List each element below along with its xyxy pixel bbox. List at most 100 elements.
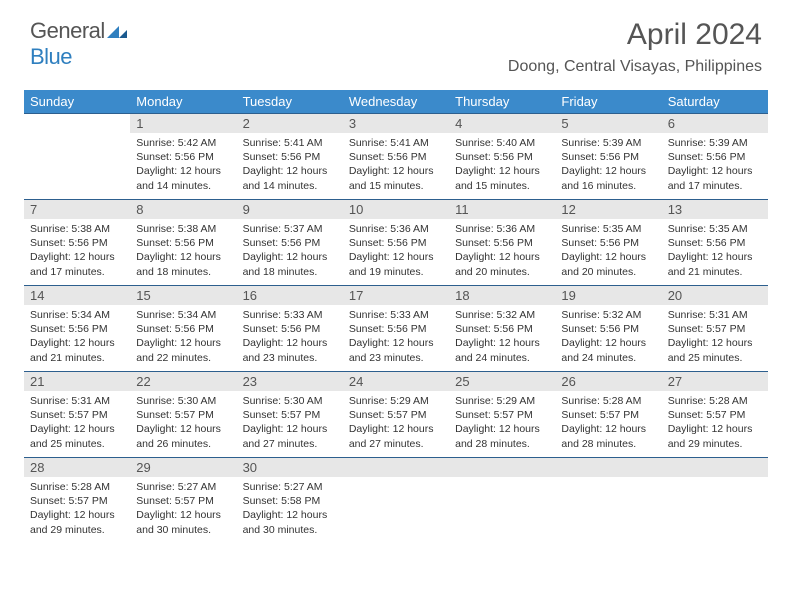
calendar-cell bbox=[24, 114, 130, 200]
day-details: Sunrise: 5:36 AMSunset: 5:56 PMDaylight:… bbox=[449, 219, 555, 283]
daylight-line: Daylight: 12 hours and 25 minutes. bbox=[30, 422, 124, 450]
sunrise-line: Sunrise: 5:33 AM bbox=[243, 308, 337, 322]
calendar-head: SundayMondayTuesdayWednesdayThursdayFrid… bbox=[24, 90, 768, 114]
day-details: Sunrise: 5:37 AMSunset: 5:56 PMDaylight:… bbox=[237, 219, 343, 283]
sunset-line: Sunset: 5:56 PM bbox=[455, 236, 549, 250]
calendar-cell: 18Sunrise: 5:32 AMSunset: 5:56 PMDayligh… bbox=[449, 286, 555, 372]
calendar-cell: 16Sunrise: 5:33 AMSunset: 5:56 PMDayligh… bbox=[237, 286, 343, 372]
day-number: 19 bbox=[555, 286, 661, 305]
calendar-cell: 13Sunrise: 5:35 AMSunset: 5:56 PMDayligh… bbox=[662, 200, 768, 286]
daylight-line: Daylight: 12 hours and 16 minutes. bbox=[561, 164, 655, 192]
day-number: 22 bbox=[130, 372, 236, 391]
calendar-cell: 30Sunrise: 5:27 AMSunset: 5:58 PMDayligh… bbox=[237, 458, 343, 544]
sunrise-line: Sunrise: 5:28 AM bbox=[30, 480, 124, 494]
calendar-cell: 26Sunrise: 5:28 AMSunset: 5:57 PMDayligh… bbox=[555, 372, 661, 458]
daylight-line: Daylight: 12 hours and 22 minutes. bbox=[136, 336, 230, 364]
day-number-blank bbox=[555, 458, 661, 477]
day-number: 24 bbox=[343, 372, 449, 391]
day-details: Sunrise: 5:30 AMSunset: 5:57 PMDaylight:… bbox=[237, 391, 343, 455]
daylight-line: Daylight: 12 hours and 20 minutes. bbox=[561, 250, 655, 278]
daylight-line: Daylight: 12 hours and 21 minutes. bbox=[30, 336, 124, 364]
daylight-line: Daylight: 12 hours and 14 minutes. bbox=[243, 164, 337, 192]
sunrise-line: Sunrise: 5:35 AM bbox=[668, 222, 762, 236]
location-text: Doong, Central Visayas, Philippines bbox=[508, 58, 762, 76]
weekday-header: Monday bbox=[130, 90, 236, 114]
sunrise-line: Sunrise: 5:31 AM bbox=[30, 394, 124, 408]
sunrise-line: Sunrise: 5:41 AM bbox=[243, 136, 337, 150]
daylight-line: Daylight: 12 hours and 23 minutes. bbox=[243, 336, 337, 364]
calendar-cell: 28Sunrise: 5:28 AMSunset: 5:57 PMDayligh… bbox=[24, 458, 130, 544]
day-details: Sunrise: 5:35 AMSunset: 5:56 PMDaylight:… bbox=[662, 219, 768, 283]
day-details: Sunrise: 5:31 AMSunset: 5:57 PMDaylight:… bbox=[24, 391, 130, 455]
day-details: Sunrise: 5:31 AMSunset: 5:57 PMDaylight:… bbox=[662, 305, 768, 369]
sunrise-line: Sunrise: 5:33 AM bbox=[349, 308, 443, 322]
sunrise-line: Sunrise: 5:32 AM bbox=[561, 308, 655, 322]
daylight-line: Daylight: 12 hours and 18 minutes. bbox=[243, 250, 337, 278]
sunset-line: Sunset: 5:56 PM bbox=[30, 322, 124, 336]
sunrise-line: Sunrise: 5:34 AM bbox=[136, 308, 230, 322]
logo-part1: General bbox=[30, 18, 105, 43]
calendar-cell: 1Sunrise: 5:42 AMSunset: 5:56 PMDaylight… bbox=[130, 114, 236, 200]
logo-icon bbox=[107, 18, 127, 44]
sunrise-line: Sunrise: 5:32 AM bbox=[455, 308, 549, 322]
sunset-line: Sunset: 5:56 PM bbox=[561, 236, 655, 250]
sunrise-line: Sunrise: 5:28 AM bbox=[668, 394, 762, 408]
calendar-cell: 9Sunrise: 5:37 AMSunset: 5:56 PMDaylight… bbox=[237, 200, 343, 286]
daylight-line: Daylight: 12 hours and 14 minutes. bbox=[136, 164, 230, 192]
daylight-line: Daylight: 12 hours and 27 minutes. bbox=[349, 422, 443, 450]
day-number: 6 bbox=[662, 114, 768, 133]
day-details: Sunrise: 5:32 AMSunset: 5:56 PMDaylight:… bbox=[555, 305, 661, 369]
calendar-cell: 19Sunrise: 5:32 AMSunset: 5:56 PMDayligh… bbox=[555, 286, 661, 372]
daylight-line: Daylight: 12 hours and 27 minutes. bbox=[243, 422, 337, 450]
sunset-line: Sunset: 5:56 PM bbox=[668, 150, 762, 164]
sunset-line: Sunset: 5:56 PM bbox=[561, 150, 655, 164]
daylight-line: Daylight: 12 hours and 15 minutes. bbox=[455, 164, 549, 192]
sunset-line: Sunset: 5:56 PM bbox=[136, 322, 230, 336]
day-number: 28 bbox=[24, 458, 130, 477]
weekday-header: Saturday bbox=[662, 90, 768, 114]
calendar-week: 1Sunrise: 5:42 AMSunset: 5:56 PMDaylight… bbox=[24, 114, 768, 200]
sunrise-line: Sunrise: 5:39 AM bbox=[561, 136, 655, 150]
calendar-cell: 11Sunrise: 5:36 AMSunset: 5:56 PMDayligh… bbox=[449, 200, 555, 286]
sunset-line: Sunset: 5:57 PM bbox=[668, 322, 762, 336]
calendar-cell: 22Sunrise: 5:30 AMSunset: 5:57 PMDayligh… bbox=[130, 372, 236, 458]
sunset-line: Sunset: 5:57 PM bbox=[30, 408, 124, 422]
calendar-cell: 5Sunrise: 5:39 AMSunset: 5:56 PMDaylight… bbox=[555, 114, 661, 200]
sunset-line: Sunset: 5:56 PM bbox=[668, 236, 762, 250]
daylight-line: Daylight: 12 hours and 30 minutes. bbox=[136, 508, 230, 536]
day-details: Sunrise: 5:39 AMSunset: 5:56 PMDaylight:… bbox=[662, 133, 768, 197]
sunset-line: Sunset: 5:56 PM bbox=[243, 322, 337, 336]
daylight-line: Daylight: 12 hours and 24 minutes. bbox=[561, 336, 655, 364]
sunrise-line: Sunrise: 5:28 AM bbox=[561, 394, 655, 408]
day-number: 23 bbox=[237, 372, 343, 391]
day-details: Sunrise: 5:34 AMSunset: 5:56 PMDaylight:… bbox=[130, 305, 236, 369]
day-number: 2 bbox=[237, 114, 343, 133]
month-title: April 2024 bbox=[508, 18, 762, 52]
day-details: Sunrise: 5:42 AMSunset: 5:56 PMDaylight:… bbox=[130, 133, 236, 197]
sunset-line: Sunset: 5:58 PM bbox=[243, 494, 337, 508]
daylight-line: Daylight: 12 hours and 26 minutes. bbox=[136, 422, 230, 450]
sunset-line: Sunset: 5:57 PM bbox=[349, 408, 443, 422]
day-details: Sunrise: 5:33 AMSunset: 5:56 PMDaylight:… bbox=[343, 305, 449, 369]
weekday-row: SundayMondayTuesdayWednesdayThursdayFrid… bbox=[24, 90, 768, 114]
sunrise-line: Sunrise: 5:37 AM bbox=[243, 222, 337, 236]
calendar-cell: 12Sunrise: 5:35 AMSunset: 5:56 PMDayligh… bbox=[555, 200, 661, 286]
logo-text: GeneralBlue bbox=[30, 18, 127, 70]
calendar-cell: 23Sunrise: 5:30 AMSunset: 5:57 PMDayligh… bbox=[237, 372, 343, 458]
day-number-blank bbox=[449, 458, 555, 477]
day-number: 25 bbox=[449, 372, 555, 391]
day-number: 10 bbox=[343, 200, 449, 219]
day-number: 4 bbox=[449, 114, 555, 133]
sunrise-line: Sunrise: 5:42 AM bbox=[136, 136, 230, 150]
header: GeneralBlue April 2024 Doong, Central Vi… bbox=[0, 0, 792, 82]
day-details: Sunrise: 5:28 AMSunset: 5:57 PMDaylight:… bbox=[662, 391, 768, 455]
day-number-blank bbox=[343, 458, 449, 477]
daylight-line: Daylight: 12 hours and 25 minutes. bbox=[668, 336, 762, 364]
day-details: Sunrise: 5:29 AMSunset: 5:57 PMDaylight:… bbox=[343, 391, 449, 455]
sunrise-line: Sunrise: 5:34 AM bbox=[30, 308, 124, 322]
sunset-line: Sunset: 5:56 PM bbox=[243, 236, 337, 250]
daylight-line: Daylight: 12 hours and 30 minutes. bbox=[243, 508, 337, 536]
day-details: Sunrise: 5:38 AMSunset: 5:56 PMDaylight:… bbox=[130, 219, 236, 283]
day-number: 18 bbox=[449, 286, 555, 305]
day-details: Sunrise: 5:28 AMSunset: 5:57 PMDaylight:… bbox=[24, 477, 130, 541]
